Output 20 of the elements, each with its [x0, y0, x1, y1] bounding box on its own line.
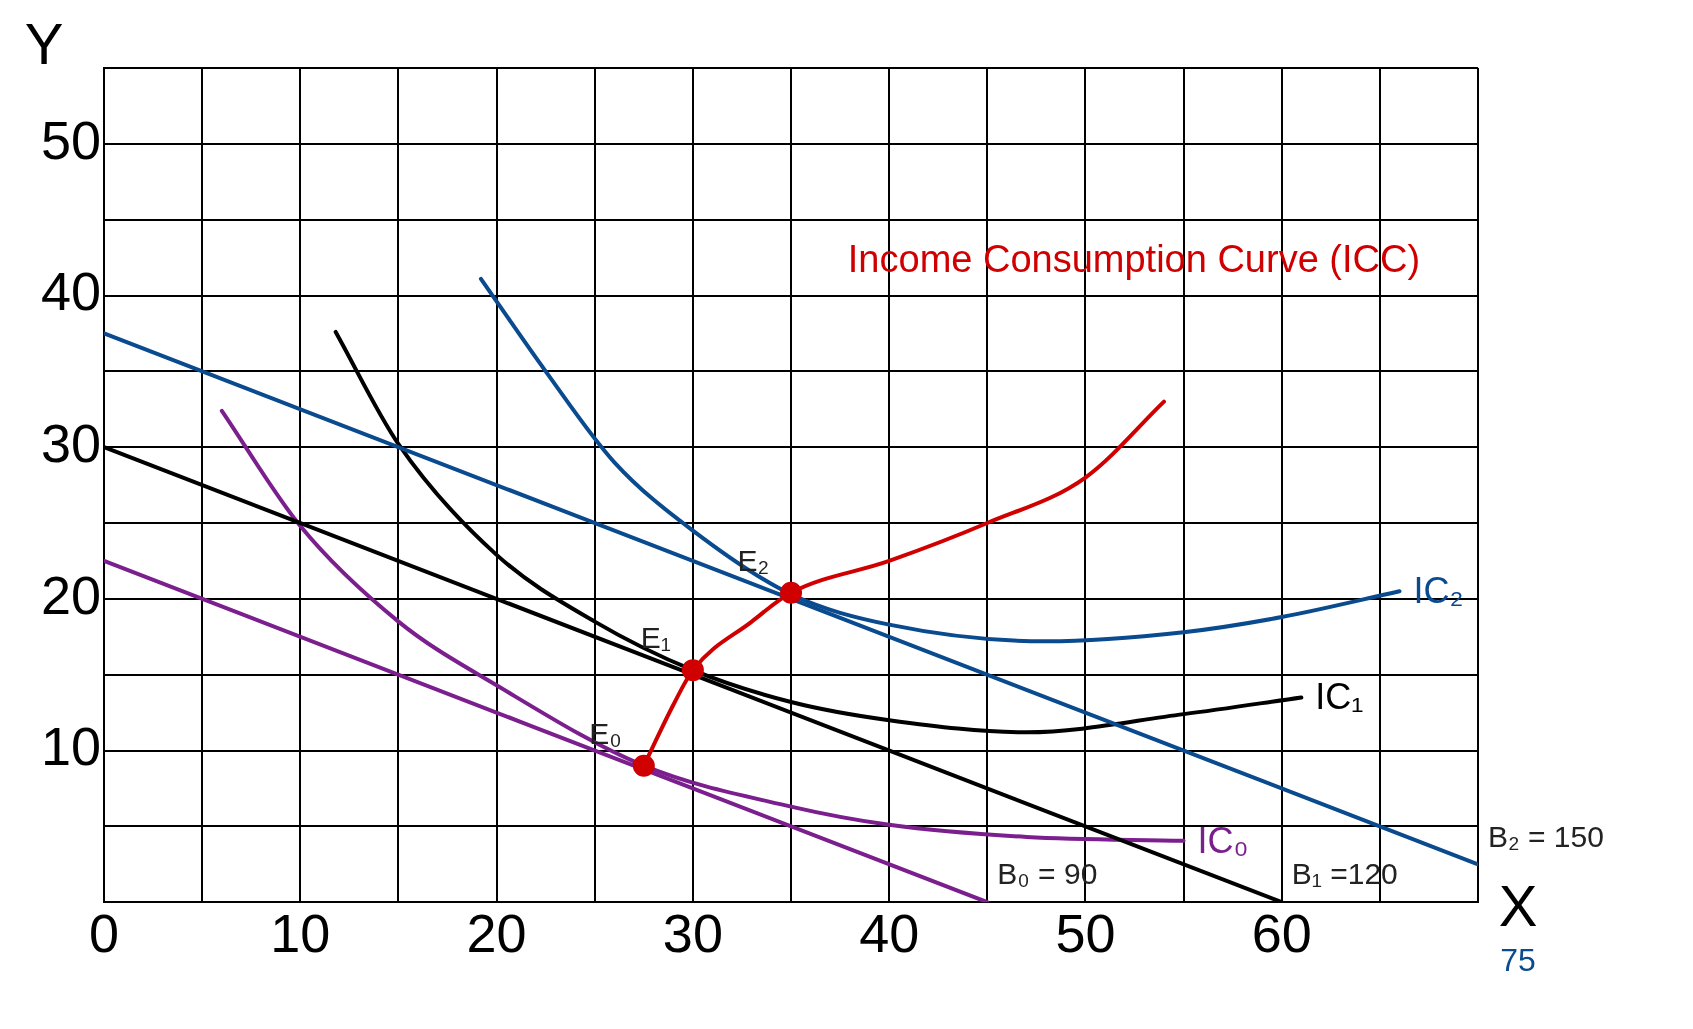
text: 75 [1500, 942, 1536, 979]
y-axis-title: Y [24, 11, 64, 76]
y-tick-label: 50 [40, 109, 102, 170]
x-tick-label: 30 [662, 903, 723, 964]
x-tick-label: 50 [1055, 903, 1116, 964]
x-tick-label: 60 [1251, 903, 1312, 964]
annotation: E₁ [640, 621, 671, 655]
x-tick-label: 40 [859, 903, 920, 964]
x-tick-label: 20 [466, 903, 527, 964]
y-tick-label: 30 [40, 413, 102, 474]
x-tick-label: 0 [89, 903, 120, 964]
annotation: B₂ = 150 [1488, 819, 1604, 853]
y-tick-label: 10 [40, 716, 102, 777]
x-tick-label: 10 [270, 903, 331, 964]
series-label: IC₀ [1197, 819, 1249, 861]
x-axis-title: X [1498, 873, 1538, 939]
y-tick-label: 40 [40, 261, 102, 322]
y-tick-label: 20 [40, 564, 102, 625]
annotation: E₂ [737, 544, 770, 578]
series-label: IC₁ [1315, 676, 1364, 718]
